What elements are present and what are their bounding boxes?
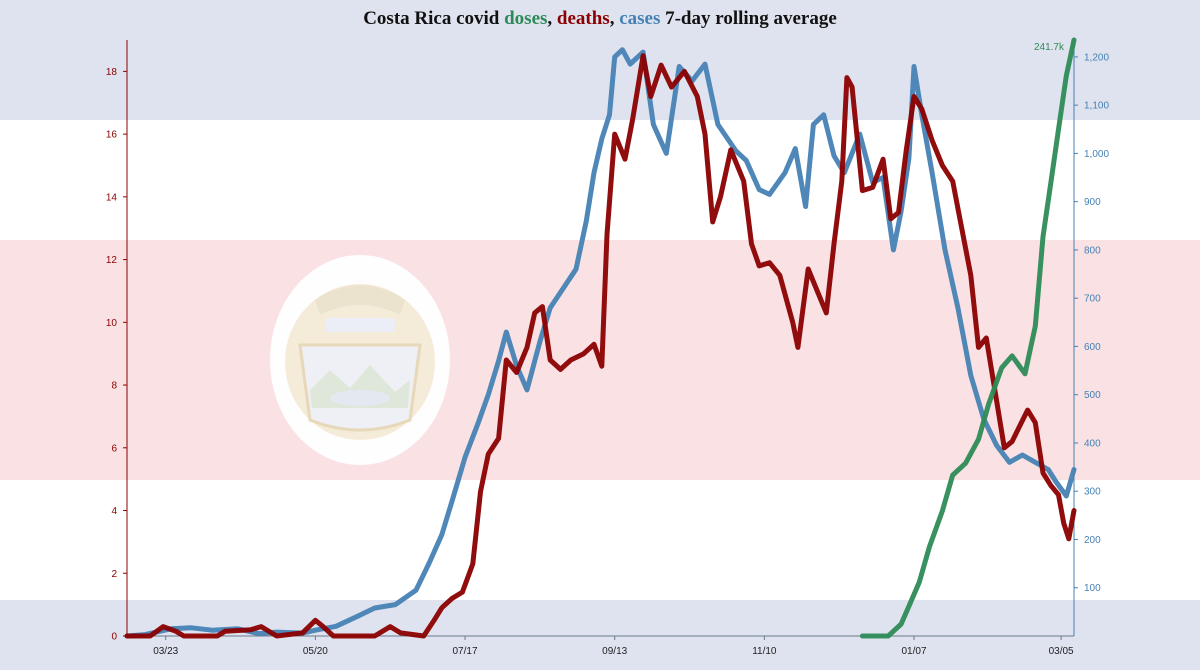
right-axis-tick-label: 300 xyxy=(1084,487,1101,498)
title-suffix: 7-day rolling average xyxy=(660,8,837,29)
left-axis-tick-label: 14 xyxy=(106,192,118,203)
x-axis-tick-label: 07/17 xyxy=(453,646,478,657)
title-cases: cases xyxy=(619,8,661,29)
title-doses: doses xyxy=(504,8,548,29)
right-axis-tick-label: 1,200 xyxy=(1084,52,1109,63)
axes-layer: 0 2 4 6 8 10 12 14 16 18 100 200 300 400 500 600 700 800 9… xyxy=(106,40,1109,657)
x-axis-tick-label: 03/23 xyxy=(153,646,178,657)
left-axis-tick-label: 6 xyxy=(111,443,117,454)
left-axis-tick-label: 16 xyxy=(106,130,118,141)
x-axis-tick-label: 09/13 xyxy=(602,646,627,657)
x-axis-tick-label: 01/07 xyxy=(902,646,927,657)
left-axis-tick-label: 2 xyxy=(111,569,117,580)
doses-series-line xyxy=(859,37,1077,639)
right-axis-tick-label: 500 xyxy=(1084,390,1101,401)
title-separator: , xyxy=(609,8,620,29)
doses-max-label: 241.7k xyxy=(1034,42,1065,53)
flag-white-band-bottom xyxy=(0,480,1200,600)
left-axis-tick-label: 18 xyxy=(106,67,118,78)
flag-blue-band-top xyxy=(0,0,1200,120)
cases-series-line xyxy=(124,47,1077,639)
left-axis-tick-label: 0 xyxy=(111,632,117,643)
right-axis-tick-label: 400 xyxy=(1084,438,1101,449)
title-separator: , xyxy=(547,8,557,29)
right-axis-tick-label: 600 xyxy=(1084,342,1101,353)
right-axis-tick-label: 800 xyxy=(1084,245,1101,256)
left-axis-tick-label: 8 xyxy=(111,381,117,392)
right-axis-tick-label: 1,000 xyxy=(1084,149,1109,160)
series-layer xyxy=(124,37,1077,639)
x-axis-tick-label: 05/20 xyxy=(303,646,328,657)
x-axis-tick-label: 03/05 xyxy=(1049,646,1074,657)
title-deaths: deaths xyxy=(556,8,610,29)
chart-title: Costa Rica covid doses, deaths, cases 7-… xyxy=(0,8,1200,30)
left-axis-tick-label: 10 xyxy=(106,318,118,329)
left-axis-tick-label: 12 xyxy=(106,255,118,266)
left-axis-tick-label: 4 xyxy=(111,506,117,517)
right-axis-tick-label: 700 xyxy=(1084,294,1101,305)
right-axis-tick-label: 900 xyxy=(1084,197,1101,208)
deaths-series-line xyxy=(124,53,1077,639)
x-axis-tick-label: 11/10 xyxy=(752,646,777,657)
title-prefix: Costa Rica covid xyxy=(363,8,505,29)
right-axis-tick-label: 100 xyxy=(1084,583,1101,594)
right-axis-tick-label: 200 xyxy=(1084,535,1101,546)
right-axis-tick-label: 1,100 xyxy=(1084,101,1109,112)
